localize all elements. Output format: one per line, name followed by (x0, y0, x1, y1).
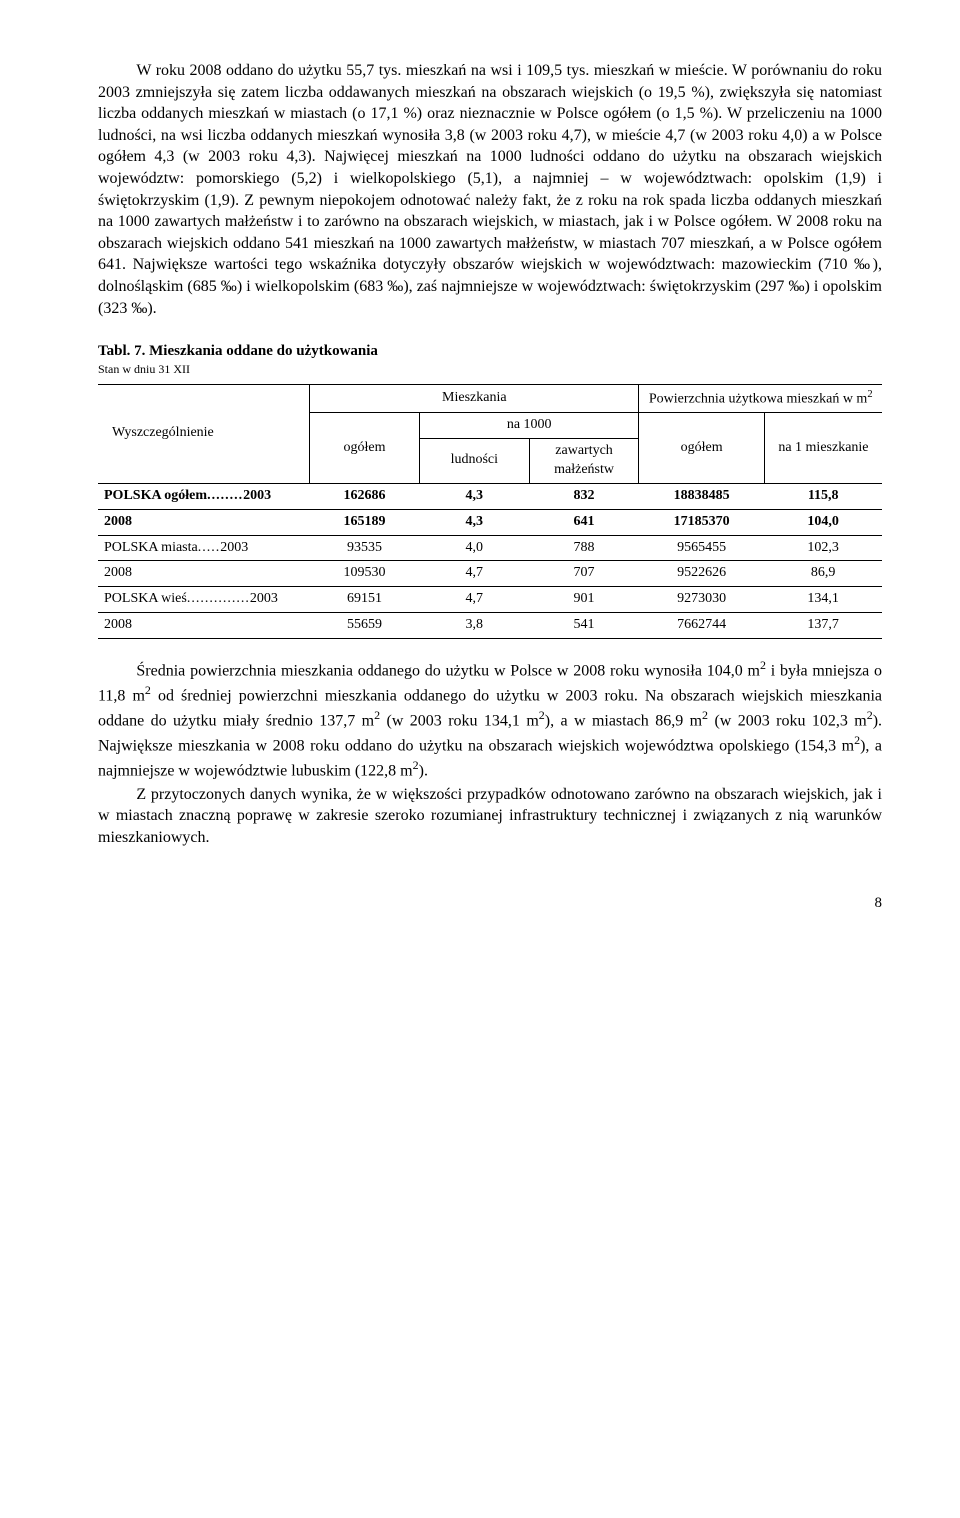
th-ogolem-2: ogółem (639, 413, 764, 484)
cell: 134,1 (764, 587, 882, 613)
th-powierzchnia: Powierzchnia użytkowa mieszkań w m2 (639, 384, 882, 413)
table-subtitle: Stan w dniu 31 XII (98, 361, 882, 377)
cell: 17185370 (639, 509, 764, 535)
row-label: POLSKA ogółem........2003 (98, 483, 310, 509)
page-number: 8 (98, 893, 882, 913)
p2-d: (w 2003 roku 134,1 m (380, 712, 539, 729)
cell: 137,7 (764, 613, 882, 639)
cell: 9273030 (639, 587, 764, 613)
row-label: 2008 (98, 509, 310, 535)
cell: 115,8 (764, 483, 882, 509)
table-row: POLSKA ogółem........20031626864,3832188… (98, 483, 882, 509)
cell: 832 (529, 483, 639, 509)
cell: 4,3 (419, 483, 529, 509)
row-label: 2008 (98, 613, 310, 639)
cell: 4,3 (419, 509, 529, 535)
row-label: POLSKA wieś..............2003 (98, 587, 310, 613)
th-na1000: na 1000 (419, 413, 639, 439)
row-label: POLSKA miasta.....2003 (98, 535, 310, 561)
paragraph-2: Średnia powierzchnia mieszkania oddanego… (98, 657, 882, 782)
paragraph-3: Z przytoczonych danych wynika, że w więk… (98, 784, 882, 849)
p2-i: ). (419, 762, 428, 779)
table-row: POLSKA miasta.....2003935354,07889565455… (98, 535, 882, 561)
cell: 69151 (310, 587, 420, 613)
cell: 93535 (310, 535, 420, 561)
sup-2: 2 (867, 389, 872, 400)
cell: 86,9 (764, 561, 882, 587)
cell: 102,3 (764, 535, 882, 561)
cell: 3,8 (419, 613, 529, 639)
cell: 162686 (310, 483, 420, 509)
th-pow-text: Powierzchnia użytkowa mieszkań w m (649, 391, 868, 406)
cell: 707 (529, 561, 639, 587)
table-body: POLSKA ogółem........20031626864,3832188… (98, 483, 882, 638)
cell: 104,0 (764, 509, 882, 535)
th-zawartych: zawartych małżeństw (529, 439, 639, 484)
cell: 9565455 (639, 535, 764, 561)
table-row: POLSKA wieś..............2003691514,7901… (98, 587, 882, 613)
cell: 7662744 (639, 613, 764, 639)
th-ludnosci: ludności (419, 439, 529, 484)
cell: 788 (529, 535, 639, 561)
table-row: 20081651894,364117185370104,0 (98, 509, 882, 535)
th-wyszczegolnienie: Wyszczególnienie (98, 384, 310, 483)
cell: 55659 (310, 613, 420, 639)
p2-e: ), a w miastach 86,9 m (545, 712, 702, 729)
table-row: 20081095304,7707952262686,9 (98, 561, 882, 587)
cell: 4,7 (419, 587, 529, 613)
cell: 641 (529, 509, 639, 535)
cell: 4,7 (419, 561, 529, 587)
mieszkania-table: Wyszczególnienie Mieszkania Powierzchnia… (98, 384, 882, 640)
th-mieszkania: Mieszkania (310, 384, 639, 413)
cell: 9522626 (639, 561, 764, 587)
table-row: 2008556593,85417662744137,7 (98, 613, 882, 639)
paragraph-1: W roku 2008 oddano do użytku 55,7 tys. m… (98, 60, 882, 319)
cell: 109530 (310, 561, 420, 587)
table-title: Tabl. 7. Mieszkania oddane do użytkowani… (98, 341, 882, 361)
th-na1: na 1 mieszkanie (764, 413, 882, 484)
cell: 18838485 (639, 483, 764, 509)
cell: 165189 (310, 509, 420, 535)
row-label: 2008 (98, 561, 310, 587)
cell: 541 (529, 613, 639, 639)
p2-f: (w 2003 roku 102,3 m (708, 712, 867, 729)
th-ogolem-1: ogółem (310, 413, 420, 484)
cell: 4,0 (419, 535, 529, 561)
cell: 901 (529, 587, 639, 613)
p2-a: Średnia powierzchnia mieszkania oddanego… (136, 662, 760, 679)
